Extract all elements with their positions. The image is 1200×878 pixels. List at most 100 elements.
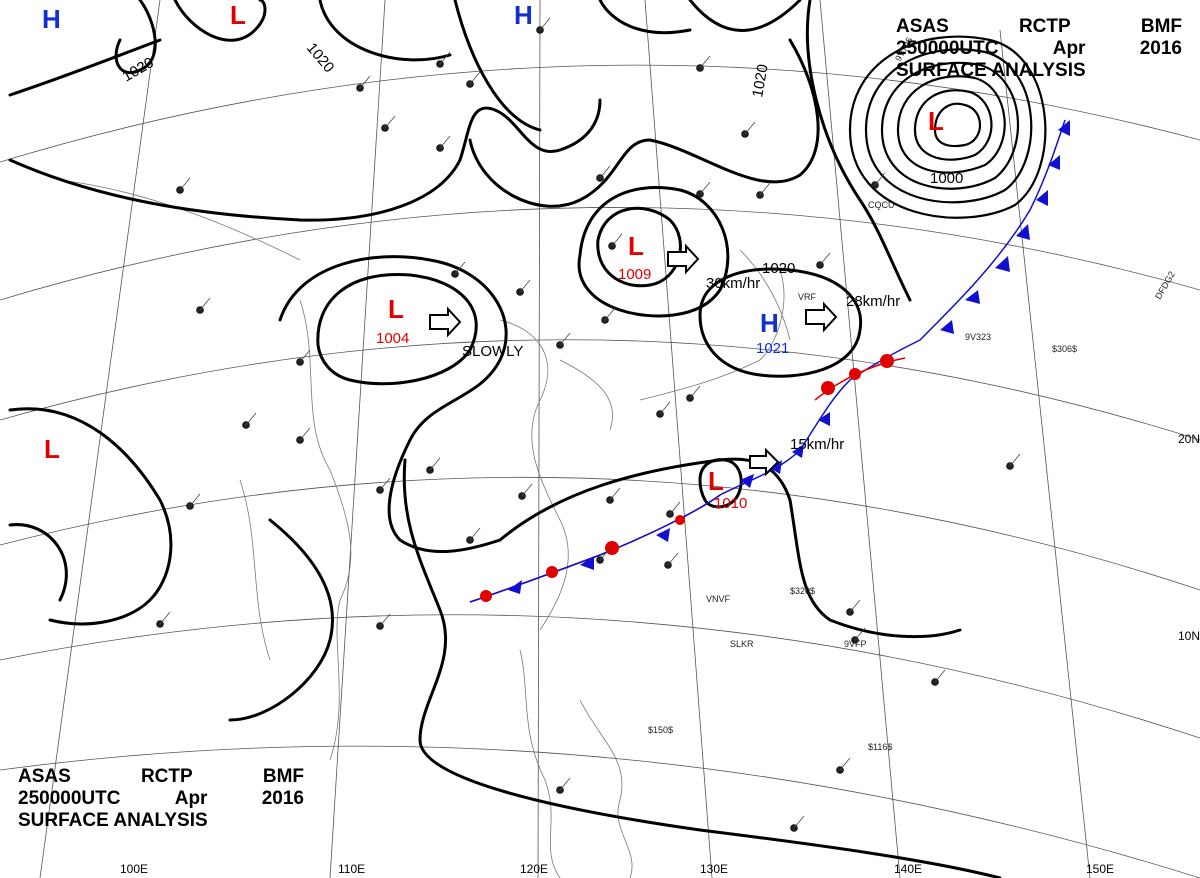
wind-barb (384, 115, 396, 129)
high-letter: H (42, 4, 61, 34)
lon-label: 100E (120, 862, 148, 876)
low-letter: L (388, 294, 404, 324)
wind-barb (379, 477, 391, 491)
chart-header-top: ASAS RCTP BMF 250000UTC Apr 2016 SURFACE ANA… (896, 16, 1182, 82)
chart-header-bottom: ASAS RCTP BMF 250000UTC Apr 2016 SURFACE ANA… (18, 766, 304, 832)
header-code: BMF (262, 766, 304, 787)
station-code: $150$ (648, 725, 673, 735)
high-letter: H (760, 308, 779, 338)
wind-barb (793, 815, 805, 829)
lat-label: 10N (1178, 629, 1200, 643)
isobar-label: 1020 (303, 40, 337, 76)
wind-barb (699, 55, 711, 69)
wind-barb (179, 177, 191, 191)
station-code: CQCU (868, 200, 895, 210)
header-title: SURFACE ANALYSIS (18, 810, 208, 831)
wind-barb (744, 121, 756, 135)
motion-label: 28km/hr (846, 293, 900, 310)
lon-label: 120E (520, 862, 548, 876)
fronts (469, 119, 1070, 603)
low-letter: L (628, 231, 644, 261)
low-letter: L (928, 106, 944, 136)
low-letter: L (230, 0, 246, 30)
isobar-label: 1020 (749, 63, 772, 99)
header-center: RCTP (140, 766, 193, 787)
header-month: Apr (1052, 38, 1086, 59)
station-code: 9V323 (965, 332, 991, 342)
station-code: SLKR (730, 639, 754, 649)
wind-barb (439, 51, 451, 65)
wind-barb (819, 252, 831, 266)
low-letter: L (708, 466, 724, 496)
header-agency: ASAS (18, 766, 71, 787)
wind-barb (439, 135, 451, 149)
cold-front-south (469, 449, 801, 603)
header-title: SURFACE ANALYSIS (896, 60, 1086, 81)
high-letter: H (514, 0, 533, 30)
wind-barb (669, 501, 681, 515)
wind-barb (604, 307, 616, 321)
graticule-labels: 20N 10N 100E 110E 120E 130E 140E 150E (120, 432, 1200, 876)
wind-barb (559, 332, 571, 346)
isobars (8, 0, 1047, 878)
station-codes: CQCU VRF 9V795 DFDG2 9V323 VNVF SLKR 9VF… (648, 35, 1177, 752)
header-year: 2016 (1139, 38, 1182, 59)
station-code: VRF (798, 292, 817, 302)
wind-barb (429, 457, 441, 471)
wind-barb (659, 401, 671, 415)
cold-front-symbols (508, 120, 1070, 594)
motion-label: SLOWLY (462, 343, 523, 360)
station-code: VNVF (706, 594, 731, 604)
wind-barb (689, 385, 701, 399)
wind-barb (839, 757, 851, 771)
header-time: 250000UTC (896, 38, 999, 59)
wind-barb (469, 527, 481, 541)
wind-barb (519, 279, 531, 293)
wind-barb (609, 487, 621, 501)
station-code: 9VFP (844, 639, 867, 649)
station-code: $320$ (790, 586, 815, 596)
station-code: $306$ (1052, 344, 1077, 354)
cold-front-north (799, 119, 1066, 451)
wind-barb (199, 297, 211, 311)
lat-label: 20N (1178, 432, 1200, 446)
wind-barb (667, 552, 679, 566)
wind-barb (611, 233, 623, 247)
wind-barb (521, 483, 533, 497)
high-value: 1021 (756, 340, 789, 357)
wind-barb (699, 181, 711, 195)
wind-barb (454, 261, 466, 275)
motion-labels: SLOWLY 30km/hr 28km/hr 15km/hr (462, 275, 900, 453)
wind-barb (299, 427, 311, 441)
station-code: DFDG2 (1153, 270, 1177, 301)
coastlines (59, 179, 791, 878)
header-center: RCTP (1018, 16, 1071, 37)
motion-label: 15km/hr (790, 436, 844, 453)
lon-label: 130E (700, 862, 728, 876)
lon-label: 140E (894, 862, 922, 876)
lon-label: 110E (338, 862, 365, 876)
header-agency: ASAS (896, 16, 949, 37)
wind-barb (559, 777, 571, 791)
isobar-label: 1000 (930, 170, 963, 187)
lon-label: 150E (1086, 862, 1114, 876)
wind-barb (849, 599, 861, 613)
low-value: 1009 (618, 266, 651, 283)
low-letter: L (44, 434, 60, 464)
wind-barb (1009, 453, 1021, 467)
header-time: 250000UTC (18, 788, 121, 809)
wind-barb (469, 71, 481, 85)
wind-barb (379, 613, 391, 627)
pressure-centers: H L H L L 1004 L 1009 H 1021 L 1010 L (42, 0, 944, 512)
warm-front (469, 494, 721, 603)
station-code: $116$ (868, 742, 892, 752)
wind-barb (159, 611, 171, 625)
wind-barb (359, 75, 371, 89)
wind-barb (245, 412, 257, 426)
header-month: Apr (174, 788, 208, 809)
wind-barb (599, 165, 611, 179)
header-code: BMF (1140, 16, 1182, 37)
